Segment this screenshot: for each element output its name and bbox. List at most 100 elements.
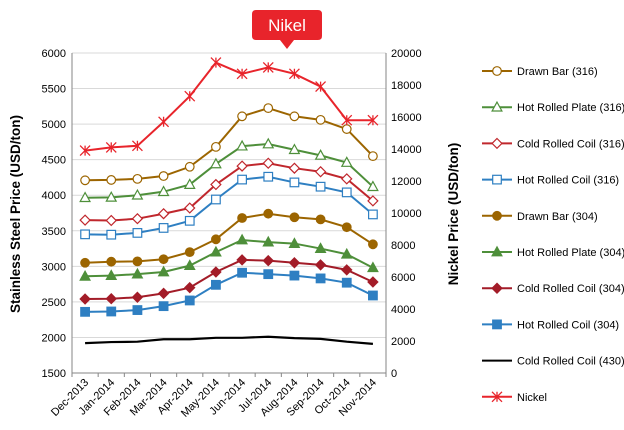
legend-label: Hot Rolled Plate (316) [517, 102, 624, 114]
data-point [210, 266, 222, 278]
series-cold-rolled-coil-316 [79, 157, 379, 227]
series-line [85, 212, 374, 264]
legend-marker [491, 137, 503, 150]
data-point [132, 173, 143, 184]
data-point [132, 228, 143, 238]
data-point [314, 259, 327, 271]
data-point [236, 254, 248, 266]
data-point [341, 277, 352, 288]
legend-item: Hot Rolled Plate (304) [482, 245, 624, 259]
data-point [288, 68, 300, 80]
data-point [157, 207, 170, 220]
data-point [105, 191, 118, 202]
data-point [263, 269, 274, 280]
data-point [237, 111, 247, 122]
y-right-tick-label: 0 [391, 368, 397, 380]
data-point [315, 81, 327, 93]
data-point [184, 161, 195, 172]
data-point [314, 242, 327, 253]
data-point [132, 305, 143, 315]
data-point [262, 157, 274, 169]
y-left-tick-label: 3500 [42, 226, 66, 238]
data-point [237, 174, 247, 185]
data-point [341, 173, 353, 185]
data-point [263, 103, 274, 114]
legend-marker [491, 282, 503, 294]
data-point [367, 114, 379, 126]
series-line [85, 107, 374, 182]
series-line [85, 239, 374, 278]
data-point [341, 124, 352, 134]
y-right-tick-label: 12000 [391, 176, 422, 188]
data-point [131, 140, 143, 152]
legend-item: Nickel [482, 391, 547, 404]
data-point [79, 191, 91, 203]
data-point [262, 235, 275, 247]
data-point [211, 279, 221, 290]
legend-marker [491, 391, 503, 403]
legend-item: Cold Rolled Coil (304) [482, 282, 624, 295]
data-point [131, 291, 144, 304]
data-point [80, 257, 90, 268]
data-point [289, 270, 300, 281]
y-right-tick-label: 2000 [391, 336, 415, 348]
legend-label: Drawn Bar (304) [517, 211, 598, 223]
data-point [237, 267, 247, 278]
y-right-tick-label: 16000 [391, 112, 422, 124]
data-point [340, 156, 353, 167]
data-point [263, 208, 274, 219]
legend: Drawn Bar (316) Hot Rolled Plate (316) Col… [482, 66, 624, 404]
y-left-tick-label: 5500 [42, 84, 66, 96]
data-point [80, 175, 90, 186]
series-nickel [79, 57, 379, 157]
nickel-callout: Nikel [252, 10, 322, 49]
legend-item: Hot Rolled Coil (304) [482, 319, 619, 331]
data-point [157, 265, 170, 277]
data-point [106, 306, 117, 317]
data-point [367, 180, 379, 192]
legend-label: Hot Rolled Coil (304) [517, 319, 619, 331]
data-point [132, 256, 143, 267]
data-point [158, 171, 169, 181]
gridlines [72, 52, 386, 374]
data-point [131, 188, 144, 200]
data-point [158, 223, 169, 233]
data-point [211, 234, 221, 245]
y-right-tick-label: 18000 [391, 80, 422, 92]
data-point [237, 213, 247, 223]
y-right-tick-label: 4000 [391, 304, 415, 316]
data-point [106, 229, 117, 240]
legend-label: Drawn Bar (316) [517, 66, 598, 78]
data-point [210, 178, 222, 191]
legend-label: Cold Rolled Coil (316) [517, 138, 624, 150]
data-point [367, 261, 379, 273]
y-left-tick-label: 2500 [42, 297, 66, 309]
data-point [288, 257, 301, 269]
data-point [288, 143, 301, 155]
data-point [314, 166, 327, 178]
y-left-tick-label: 2000 [42, 332, 66, 344]
data-point [210, 245, 222, 257]
series-line [85, 162, 374, 222]
legend-label: Hot Rolled Coil (316) [517, 175, 619, 187]
data-point [80, 229, 90, 240]
data-point [105, 292, 117, 305]
y-right-tick-label: 20000 [391, 48, 422, 60]
data-point [79, 293, 91, 305]
y-right-tick-label: 6000 [391, 272, 415, 284]
legend-item: Hot Rolled Plate (316) [482, 100, 624, 114]
series-drawn-bar-316 [80, 103, 378, 186]
data-point [106, 256, 117, 267]
data-point [263, 171, 274, 182]
data-point [288, 237, 301, 248]
data-point [367, 276, 379, 288]
data-point [289, 111, 300, 122]
data-point [184, 202, 196, 214]
data-point [105, 214, 117, 227]
data-point [79, 269, 91, 281]
y-left-tick-label: 3000 [42, 261, 66, 273]
data-point [157, 287, 170, 300]
data-point [236, 68, 248, 80]
data-point [158, 116, 170, 128]
data-point [314, 149, 327, 160]
